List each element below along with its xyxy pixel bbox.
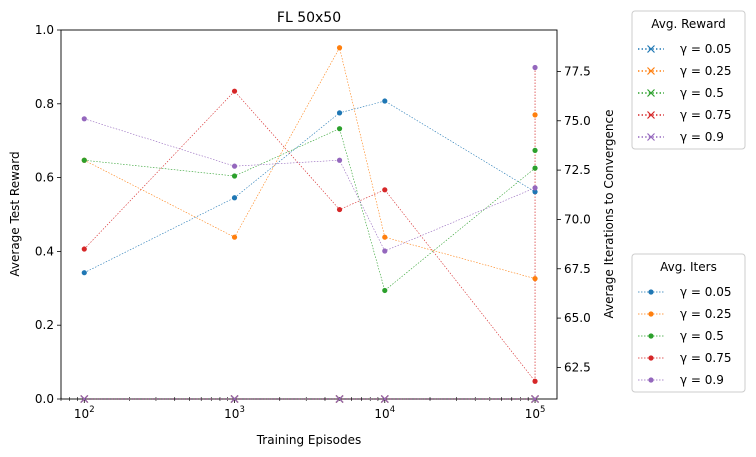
- iters-point: [532, 378, 538, 384]
- iters-point: [81, 270, 87, 276]
- iters-point: [532, 165, 538, 171]
- reward-point: [335, 395, 344, 403]
- legend-label: γ = 0.5: [680, 86, 724, 100]
- iters-point: [382, 287, 388, 294]
- right-y-tick-label: 65.0: [564, 311, 591, 325]
- iters-extra-point: [532, 147, 538, 153]
- legend-frame: [631, 10, 746, 150]
- legend-avg-reward: Avg. Reward γ = 0.05 γ = 0.25 γ = 0.5 γ = 0.…: [631, 10, 746, 150]
- iters-point: [532, 189, 538, 195]
- x-axis-label: Training Episodes: [256, 433, 362, 447]
- legend-label: γ = 0.05: [680, 285, 732, 299]
- iters-extra-point: [532, 112, 538, 118]
- legend-marker: [648, 377, 654, 383]
- iters-line-1: [84, 46, 536, 279]
- left-y-axis-label: Average Test Reward: [8, 151, 22, 276]
- iters-line-4: [84, 118, 536, 252]
- left-y-tick-label: 0.0: [35, 392, 54, 406]
- legend-label: γ = 0.9: [680, 373, 724, 387]
- x-tick-label: 103: [224, 405, 245, 421]
- right-y-tick-label: 72.5: [564, 163, 591, 177]
- legend-label: γ = 0.75: [680, 351, 732, 365]
- left-y-tick-label: 0.6: [35, 171, 54, 185]
- iters-point: [336, 110, 343, 116]
- legend-marker: [647, 89, 655, 97]
- right-y-tick-label: 75.0: [564, 114, 591, 128]
- iters-point: [81, 157, 87, 163]
- left-y-tick-label: 1.0: [35, 23, 54, 37]
- iters-point: [382, 187, 388, 193]
- reward-point: [230, 395, 239, 403]
- legend-marker: [647, 133, 655, 141]
- legend-marker: [648, 355, 654, 361]
- iters-point: [81, 116, 87, 122]
- legend-marker: [647, 111, 655, 119]
- legend-label: γ = 0.25: [680, 307, 732, 321]
- iters-point: [231, 88, 238, 94]
- x-tick-label: 104: [374, 405, 395, 421]
- reward-point: [380, 395, 389, 403]
- iters-point: [532, 185, 538, 191]
- x-tick-label: 102: [74, 405, 95, 421]
- reward-point: [531, 395, 539, 403]
- iters-point: [382, 248, 388, 254]
- legend-title: Avg. Iters: [660, 260, 717, 274]
- legend-label: γ = 0.05: [680, 42, 732, 56]
- iters-point: [382, 98, 388, 104]
- iters-line-0: [84, 100, 536, 273]
- iters-point: [336, 157, 343, 163]
- iters-point: [532, 276, 538, 282]
- iters-point: [336, 45, 343, 51]
- left-y-tick-label: 0.8: [35, 97, 54, 111]
- left-y-tick-label: 0.2: [35, 318, 54, 332]
- legend-marker: [648, 333, 654, 339]
- iters-extra-point: [532, 64, 538, 71]
- right-y-tick-label: 77.5: [564, 64, 591, 78]
- legend-marker: [647, 67, 655, 75]
- plot-area: 102 103 104 105 0.0 0.2 0.4 0.6 0.8 1.0 62.5 65.0 67…: [35, 23, 591, 421]
- legend-label: γ = 0.5: [680, 329, 724, 343]
- iters-point: [81, 246, 87, 252]
- right-y-tick-label: 62.5: [564, 360, 591, 374]
- legend-marker: [647, 45, 655, 53]
- iters-line-3: [84, 90, 536, 382]
- iters-point: [231, 163, 238, 169]
- left-y-tick-label: 0.4: [35, 244, 54, 258]
- iters-point: [231, 195, 238, 201]
- iters-point: [336, 126, 343, 132]
- right-y-axis-label: Average Iterations to Convergence: [602, 109, 616, 318]
- iters-point: [231, 234, 238, 240]
- legend-label: γ = 0.25: [680, 64, 732, 78]
- legend-label: γ = 0.75: [680, 108, 732, 122]
- legend-label: γ = 0.9: [680, 130, 724, 144]
- legend-marker: [648, 311, 654, 317]
- iters-line-2: [84, 128, 536, 291]
- iters-point: [336, 206, 343, 213]
- legend-marker: [648, 289, 654, 295]
- x-tick-label: 105: [525, 405, 546, 421]
- legend-avg-iters: Avg. Iters γ = 0.05 γ = 0.25 γ = 0.5 γ = 0.7…: [631, 253, 746, 393]
- reward-point: [80, 395, 89, 403]
- legend-frame: [631, 253, 746, 393]
- chart-title: FL 50x50: [277, 10, 341, 26]
- right-y-tick-label: 70.0: [564, 212, 591, 226]
- iters-point: [231, 173, 238, 179]
- iters-point: [382, 234, 388, 240]
- legend-title: Avg. Reward: [651, 17, 726, 31]
- right-y-tick-label: 67.5: [564, 262, 591, 276]
- axes-frame: [60, 29, 558, 400]
